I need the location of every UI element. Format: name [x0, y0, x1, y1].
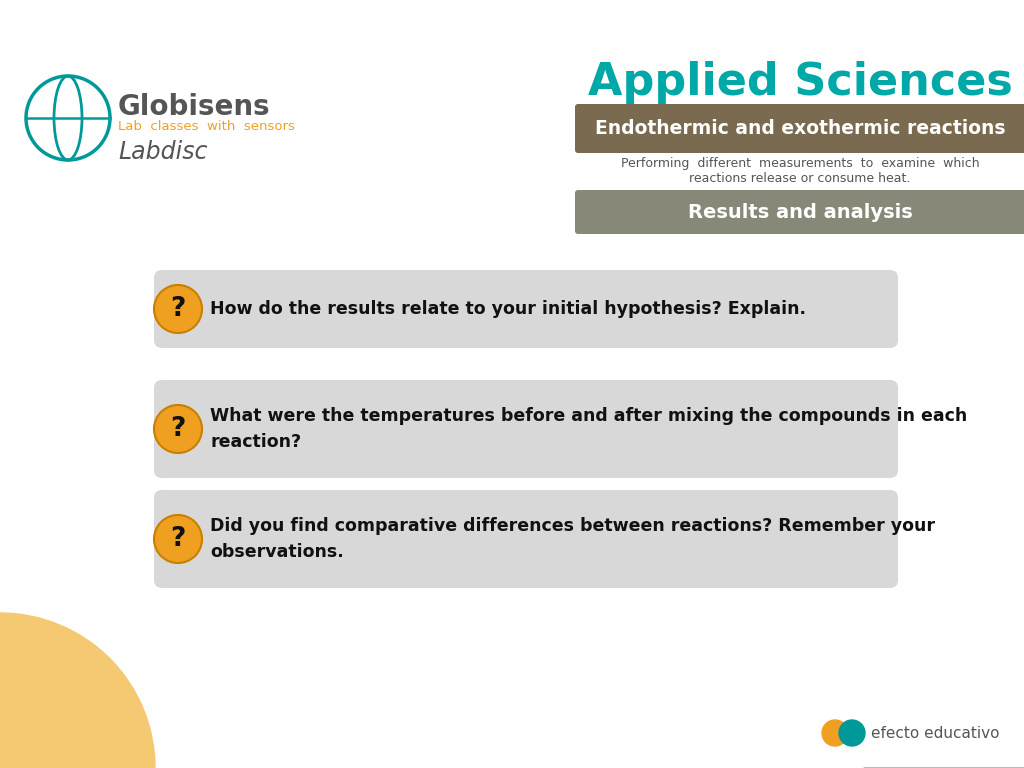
- Text: Lab  classes  with  sensors: Lab classes with sensors: [118, 121, 295, 134]
- Text: ?: ?: [170, 296, 185, 322]
- Circle shape: [839, 720, 865, 746]
- Text: What were the temperatures before and after mixing the compounds in each
reactio: What were the temperatures before and af…: [210, 407, 968, 451]
- FancyBboxPatch shape: [154, 380, 898, 478]
- Text: reactions release or consume heat.: reactions release or consume heat.: [689, 171, 910, 184]
- FancyBboxPatch shape: [154, 490, 898, 588]
- FancyBboxPatch shape: [575, 104, 1024, 153]
- Text: ?: ?: [170, 416, 185, 442]
- Text: Globisens: Globisens: [118, 93, 270, 121]
- Text: efecto educativo: efecto educativo: [871, 726, 999, 740]
- Wedge shape: [0, 613, 155, 768]
- Text: ?: ?: [170, 526, 185, 552]
- FancyBboxPatch shape: [575, 190, 1024, 234]
- Text: Results and analysis: Results and analysis: [688, 203, 912, 221]
- Circle shape: [154, 515, 202, 563]
- Text: Performing  different  measurements  to  examine  which: Performing different measurements to exa…: [621, 157, 979, 170]
- Circle shape: [822, 720, 848, 746]
- Circle shape: [154, 405, 202, 453]
- Text: Did you find comparative differences between reactions? Remember your
observatio: Did you find comparative differences bet…: [210, 517, 935, 561]
- Circle shape: [154, 285, 202, 333]
- Text: Endothermic and exothermic reactions: Endothermic and exothermic reactions: [595, 118, 1006, 137]
- Text: How do the results relate to your initial hypothesis? Explain.: How do the results relate to your initia…: [210, 300, 806, 318]
- FancyBboxPatch shape: [154, 270, 898, 348]
- Text: Labdisc: Labdisc: [118, 140, 208, 164]
- Text: Applied Sciences: Applied Sciences: [588, 61, 1013, 104]
